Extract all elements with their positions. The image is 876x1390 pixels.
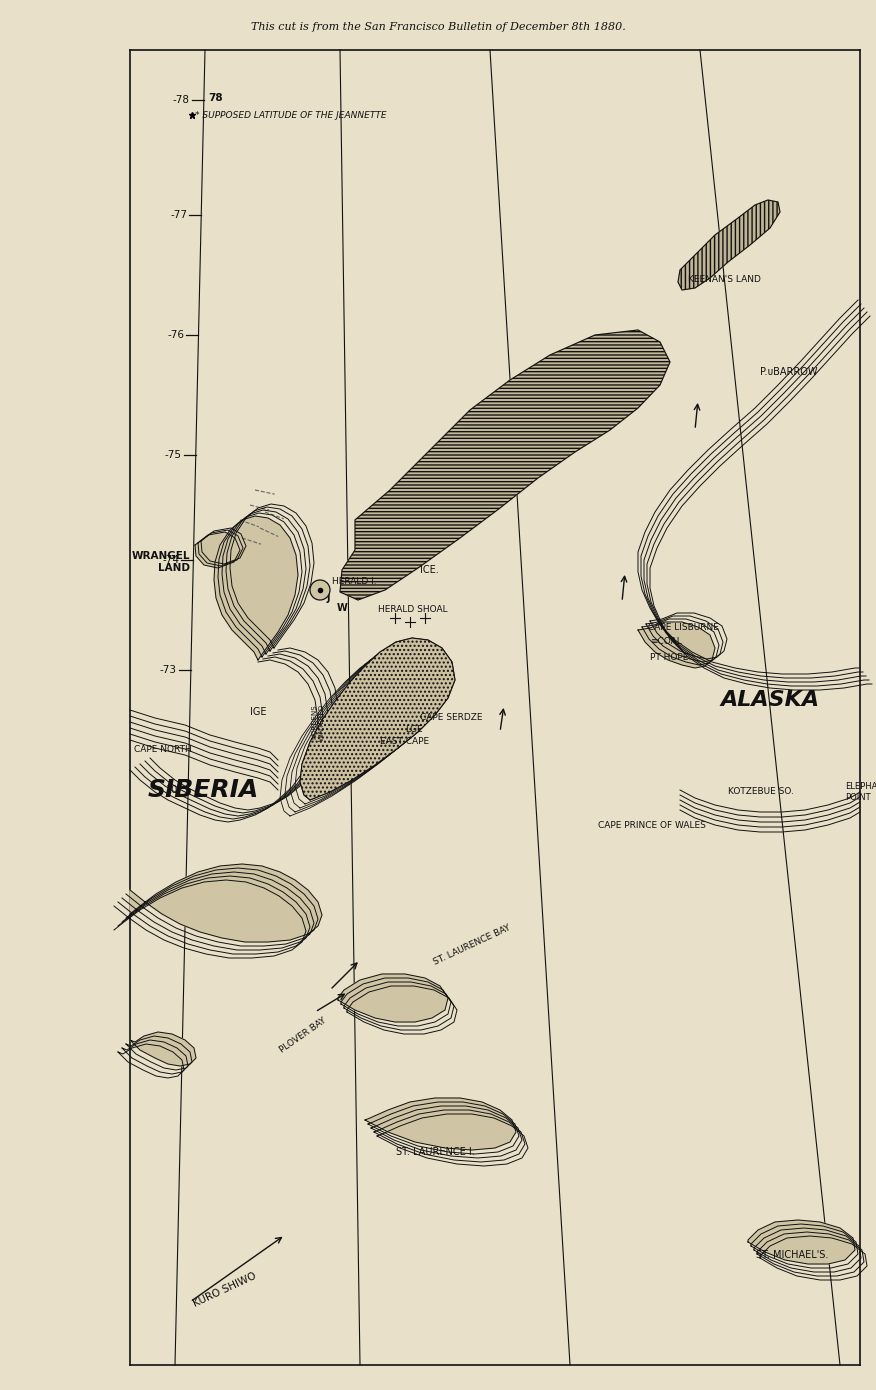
Text: EAST CAPE: EAST CAPE [380, 738, 429, 746]
Text: ELEPHANT
POINT: ELEPHANT POINT [845, 783, 876, 802]
Polygon shape [300, 638, 455, 801]
Polygon shape [338, 974, 448, 1022]
Polygon shape [300, 638, 455, 801]
Text: W: W [336, 603, 348, 613]
Text: KOTZEBUE SO.: KOTZEBUE SO. [728, 788, 794, 796]
Polygon shape [130, 865, 322, 942]
Text: PLOVER BAY: PLOVER BAY [278, 1016, 328, 1055]
Polygon shape [340, 329, 670, 600]
Text: CAPE SERDZE: CAPE SERDZE [420, 713, 483, 723]
Polygon shape [214, 516, 298, 660]
Text: SIBERIA: SIBERIA [148, 778, 259, 802]
Text: IGE: IGE [250, 708, 266, 717]
Text: ICE.: ICE. [420, 564, 439, 575]
Circle shape [310, 580, 330, 600]
Text: ALASKA: ALASKA [720, 689, 819, 710]
Text: PT HOPE: PT HOPE [650, 652, 689, 662]
Text: 10: 10 [166, 785, 178, 795]
Polygon shape [195, 532, 240, 569]
Text: -78: -78 [173, 95, 190, 106]
Text: CAPE LISBURNE: CAPE LISBURNE [648, 624, 719, 632]
Text: WRANGEL
LAND: WRANGEL LAND [131, 550, 190, 573]
Text: ST. LAURENCE BAY: ST. LAURENCE BAY [432, 923, 512, 967]
Polygon shape [130, 1031, 196, 1066]
Text: NORDENS
WINTERED: NORDENS WINTERED [312, 703, 324, 741]
Text: ≡COAL: ≡COAL [650, 638, 682, 646]
Polygon shape [678, 200, 780, 291]
Text: P.ᴜBARROW: P.ᴜBARROW [760, 367, 817, 377]
Text: KEENAN'S LAND: KEENAN'S LAND [688, 275, 761, 285]
Text: ST. MICHAEL'S.: ST. MICHAEL'S. [756, 1250, 828, 1259]
Text: -76: -76 [167, 329, 185, 341]
Text: CAPE PRINCE OF WALES: CAPE PRINCE OF WALES [598, 820, 706, 830]
Text: HERALD I.: HERALD I. [332, 577, 377, 587]
Text: -75: -75 [165, 450, 181, 460]
Text: J: J [326, 594, 329, 603]
Text: 78: 78 [208, 93, 223, 103]
Text: -77: -77 [170, 210, 187, 220]
Polygon shape [748, 1220, 855, 1264]
Polygon shape [365, 1098, 516, 1150]
Text: ST. LAURENCE I.: ST. LAURENCE I. [396, 1147, 475, 1156]
Text: LGE: LGE [405, 726, 422, 734]
Text: * SUPPOSED LATITUDE OF THE JEANNETTE: * SUPPOSED LATITUDE OF THE JEANNETTE [195, 110, 386, 120]
Text: -73: -73 [159, 664, 177, 676]
Polygon shape [638, 621, 715, 669]
Text: HERALD SHOAL: HERALD SHOAL [378, 606, 448, 614]
Text: KURO SHIWO: KURO SHIWO [192, 1270, 258, 1309]
Text: This cut is from the San Francisco Bulletin of December 8th 1880.: This cut is from the San Francisco Bulle… [251, 22, 625, 32]
Text: -74: -74 [162, 555, 180, 564]
Polygon shape [678, 200, 780, 291]
Polygon shape [340, 329, 670, 600]
Text: CAPE NORTH: CAPE NORTH [134, 745, 192, 755]
